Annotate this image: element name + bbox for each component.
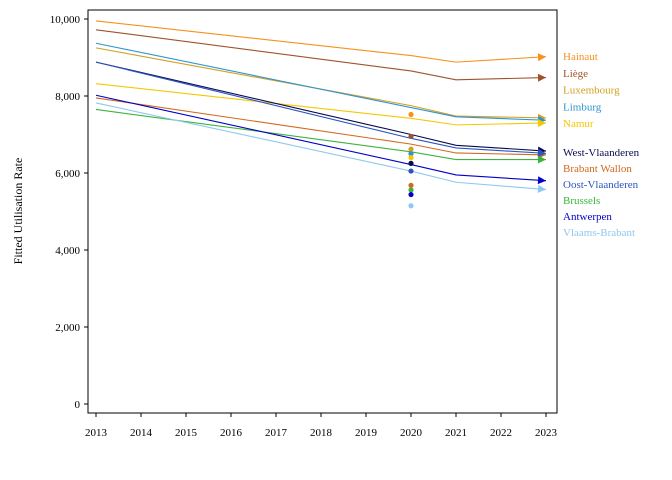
- series-arrowhead: [537, 73, 546, 82]
- x-tick-label: 2021: [445, 427, 467, 439]
- series-line: [95, 42, 547, 121]
- data-point-2020: [408, 151, 414, 157]
- series-label: Luxembourg: [563, 85, 620, 97]
- series-arrowhead: [537, 53, 546, 62]
- plot-frame: [87, 9, 558, 414]
- data-point-2020: [408, 111, 414, 118]
- data-point-2020: [408, 191, 414, 198]
- series-label: Hainaut: [563, 51, 598, 63]
- series-lines: [95, 20, 547, 193]
- series-arrowhead: [538, 155, 546, 164]
- data-point-2020: [408, 203, 414, 209]
- series-label: Limburg: [563, 101, 602, 113]
- series-line: [95, 102, 547, 191]
- series-line: [95, 47, 547, 119]
- series-arrowhead: [537, 148, 546, 157]
- x-tick-label: 2016: [220, 427, 243, 439]
- series-line: [95, 61, 547, 152]
- series-points-2020: [408, 111, 414, 209]
- x-tick-label: 2013: [85, 427, 108, 439]
- y-tick-label: 4,000: [55, 245, 80, 257]
- series-label: Brabant Wallon: [563, 163, 632, 175]
- y-tick-label: 8,000: [55, 91, 80, 103]
- data-point-2020: [408, 160, 414, 166]
- data-point-2020: [408, 187, 414, 193]
- x-tick-label: 2023: [535, 427, 558, 439]
- x-tick-label: 2019: [355, 427, 378, 439]
- y-tick-label: 0: [75, 399, 81, 411]
- series-arrowhead: [537, 176, 546, 185]
- x-axis: 2013 2014 2015 2016 2017 2018 2019 2020 2021 2022…: [85, 413, 558, 439]
- data-point-2020: [408, 133, 414, 140]
- x-tick-label: 2017: [265, 427, 288, 439]
- series-labels: Hainaut Liège Luxembourg Limburg Namur West-V…: [563, 51, 640, 239]
- y-axis-title: Fitted Utilisation Rate: [11, 158, 25, 265]
- series-label: Brussels: [563, 195, 600, 207]
- x-tick-label: 2014: [130, 427, 153, 439]
- series-label: Oost-Vlaanderen: [563, 179, 639, 191]
- y-axis: 0 2,000 4,000 6,000 8,000 10,000: [50, 14, 88, 411]
- x-tick-label: 2018: [310, 427, 333, 439]
- data-point-2020: [408, 155, 414, 161]
- y-tick-label: 2,000: [55, 322, 80, 334]
- series-line: [95, 29, 547, 81]
- series-line: [95, 20, 547, 63]
- series-line: [95, 97, 547, 156]
- y-tick-label: 6,000: [55, 168, 80, 180]
- data-point-2020: [408, 168, 414, 174]
- x-tick-label: 2020: [400, 427, 423, 439]
- series-label: Namur: [563, 118, 594, 130]
- series-line: [95, 83, 547, 126]
- series-arrowhead: [537, 119, 546, 128]
- x-tick-label: 2015: [175, 427, 198, 439]
- series-line: [95, 94, 547, 182]
- series-line: [95, 61, 547, 154]
- series-label: Antwerpen: [563, 211, 612, 223]
- series-label: West-Vlaanderen: [563, 147, 640, 159]
- series-arrowhead: [537, 184, 546, 193]
- data-point-2020: [408, 182, 414, 188]
- series-label: Vlaams-Brabant: [563, 227, 635, 239]
- x-tick-label: 2022: [490, 427, 512, 439]
- series-line: [95, 108, 546, 161]
- data-point-2020: [408, 146, 414, 152]
- series-label: Liège: [563, 68, 588, 80]
- y-tick-label: 10,000: [50, 14, 81, 26]
